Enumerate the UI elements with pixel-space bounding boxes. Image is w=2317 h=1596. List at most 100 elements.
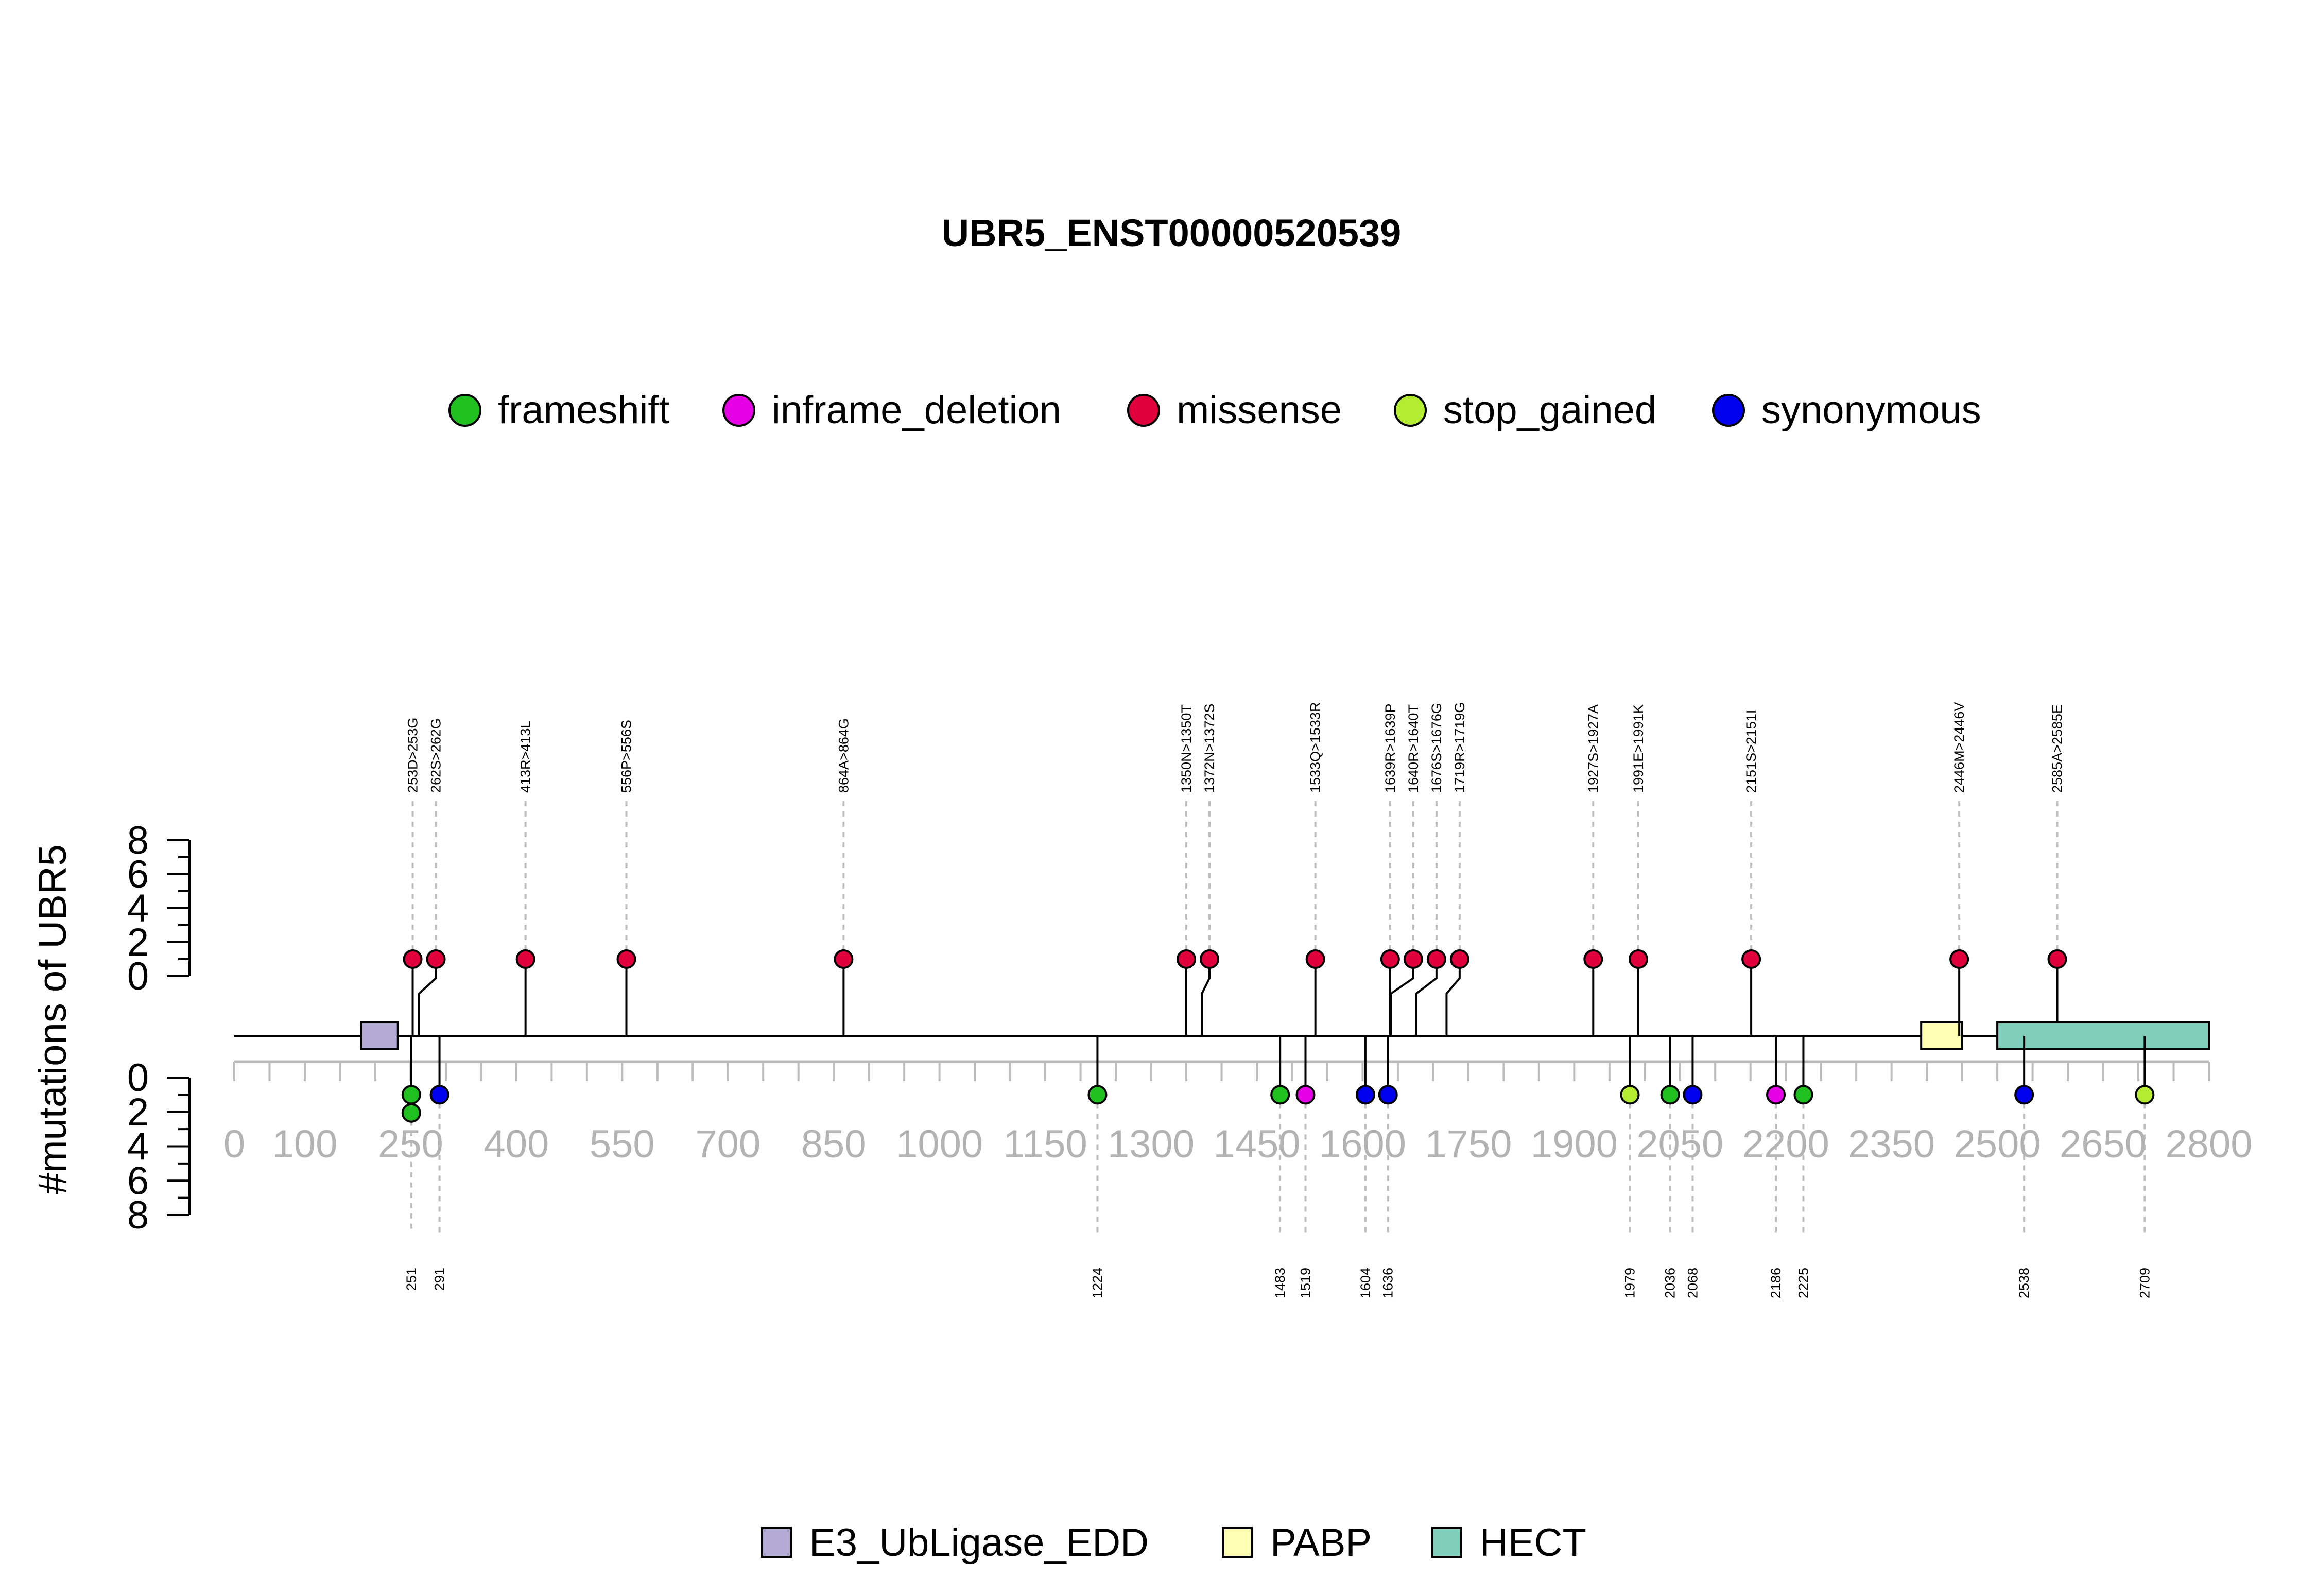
chart-title: UBR5_ENST00000520539 bbox=[942, 212, 1402, 254]
mutation-label: 1991E>1991K bbox=[1631, 704, 1646, 793]
mutation-position-label: 1519 bbox=[1298, 1268, 1313, 1298]
mutation-position-label: 2709 bbox=[2137, 1268, 2152, 1298]
legend-swatch-inframe-deletion bbox=[722, 394, 755, 427]
mutation-position-label: 2538 bbox=[2016, 1268, 2032, 1298]
x-tick-label: 2200 bbox=[1742, 1122, 1829, 1166]
lollipop-stem bbox=[1390, 959, 1414, 1036]
mutation-point bbox=[401, 1085, 421, 1105]
lower-y-tick-label: 4 bbox=[127, 1125, 149, 1169]
mutation-position-label: 1604 bbox=[1358, 1268, 1373, 1298]
legend-label-frameshift: frameshift bbox=[498, 388, 670, 432]
mutation-point bbox=[1426, 949, 1446, 969]
x-tick-label: 2500 bbox=[1954, 1122, 2041, 1166]
mutation-position-label: 2186 bbox=[1768, 1268, 1784, 1298]
lollipop-stems bbox=[410, 959, 2146, 1095]
protein-domains bbox=[360, 1021, 2210, 1050]
legend-swatch-missense bbox=[1127, 394, 1160, 427]
mutation-point bbox=[429, 1085, 449, 1105]
mutation-position-label: 251 bbox=[404, 1268, 419, 1291]
legend-swatch-stop-gained bbox=[1394, 394, 1427, 427]
x-tick-label: 0 bbox=[223, 1122, 245, 1166]
mutation-position-label: 1979 bbox=[1622, 1268, 1638, 1298]
mutation-point bbox=[1583, 949, 1603, 969]
mutation-label: 2446M>2446V bbox=[1951, 702, 1967, 793]
x-axis: 0 100 250 400 550 700 850 1000 1150 1300 1450 1600 1… bbox=[223, 1060, 2253, 1166]
mutation-point bbox=[1378, 1085, 1398, 1105]
legend-swatch-synonymous bbox=[1712, 394, 1745, 427]
mutation-point bbox=[1380, 949, 1400, 969]
mutation-point bbox=[1305, 949, 1325, 969]
upper-y-tick-label: 2 bbox=[127, 921, 149, 964]
legend-swatch-frameshift bbox=[448, 394, 481, 427]
x-tick-label: 400 bbox=[483, 1122, 549, 1166]
domain-legend-label-pabp: PABP bbox=[1270, 1521, 1372, 1565]
lollipop-stem bbox=[418, 959, 437, 1036]
mutation-point bbox=[1449, 949, 1469, 969]
mutation-label: 413R>413L bbox=[518, 721, 533, 793]
lower-y-tick-label: 0 bbox=[127, 1056, 149, 1100]
mutation-position-label: 291 bbox=[432, 1268, 447, 1291]
mutation-label: 1533Q>1533R bbox=[1308, 702, 1323, 793]
mutation-position-label: 1483 bbox=[1272, 1268, 1288, 1298]
lollipop-stem bbox=[1445, 959, 1461, 1036]
x-tick-label: 1300 bbox=[1108, 1122, 1195, 1166]
lower-y-tick-label: 2 bbox=[127, 1090, 149, 1134]
mutation-label: 1927S>1927A bbox=[1585, 704, 1601, 793]
x-tick-label: 1150 bbox=[1003, 1122, 1087, 1166]
x-tick-label: 1900 bbox=[1531, 1122, 1618, 1166]
upper-y-tick-label: 6 bbox=[127, 853, 149, 896]
mutation-point bbox=[2047, 949, 2067, 969]
mutation-point bbox=[515, 949, 535, 969]
upper-y-tick-label: 8 bbox=[127, 819, 149, 862]
upper-y-tick-label: 4 bbox=[127, 887, 149, 930]
mutation-point bbox=[1766, 1085, 1786, 1105]
x-tick-label: 2350 bbox=[1848, 1122, 1935, 1166]
mutation-label: 253D>253G bbox=[405, 718, 421, 793]
legend-label-inframe-deletion: inframe_deletion bbox=[772, 388, 1061, 432]
lower-y-tick-label: 6 bbox=[127, 1159, 149, 1203]
mutation-label: 1372N>1372S bbox=[1202, 704, 1217, 793]
mutation-point bbox=[2135, 1085, 2155, 1105]
x-tick-label: 2050 bbox=[1636, 1122, 1723, 1166]
mutation-label: 864A>864G bbox=[836, 718, 851, 793]
mutation-position-label: 2036 bbox=[1663, 1268, 1678, 1298]
mutation-position-label: 1636 bbox=[1380, 1268, 1396, 1298]
y-axis-label: #mutations of UBR5 bbox=[31, 844, 75, 1194]
lollipop-stem bbox=[1201, 959, 1211, 1036]
domain-legend: E3_UbLigase_EDD PABP HECT bbox=[761, 1521, 1586, 1565]
mutation-point bbox=[1660, 1085, 1680, 1105]
mutation-position-label: 1224 bbox=[1090, 1268, 1105, 1298]
mutation-points bbox=[401, 949, 2155, 1123]
mutation-labels: 253D>253G 262S>262G 413R>413L 556P>556S 864A… bbox=[404, 702, 2153, 1298]
mutation-point bbox=[616, 949, 636, 969]
mutation-point bbox=[1620, 1085, 1640, 1105]
mutation-point bbox=[2014, 1085, 2034, 1105]
mutation-point bbox=[1200, 949, 1220, 969]
mutation-label: 1676S>1676G bbox=[1429, 703, 1444, 793]
mutation-point bbox=[1177, 949, 1197, 969]
domain-pabp bbox=[1920, 1021, 1963, 1050]
mutation-point bbox=[426, 949, 446, 969]
domain-legend-swatch-hect bbox=[1431, 1527, 1462, 1558]
mutation-point bbox=[403, 949, 423, 969]
domain-e3-ubligase-edd bbox=[360, 1021, 399, 1050]
x-tick-label: 2800 bbox=[2165, 1122, 2252, 1166]
mutation-label: 1719R>1719G bbox=[1452, 702, 1467, 793]
lower-y-tick-label: 8 bbox=[127, 1193, 149, 1237]
mutation-point bbox=[1683, 1085, 1703, 1105]
mutation-type-legend: frameshift inframe_deletion missense stop_g… bbox=[448, 388, 1981, 432]
mutation-point bbox=[1295, 1085, 1316, 1105]
legend-label-synonymous: synonymous bbox=[1761, 388, 1981, 432]
mutation-label: 262S>262G bbox=[428, 718, 444, 793]
mutation-point bbox=[1949, 949, 1969, 969]
x-tick-label: 550 bbox=[590, 1122, 655, 1166]
mutation-position-label: 2068 bbox=[1685, 1268, 1700, 1298]
mutation-label: 2151S>2151I bbox=[1743, 710, 1759, 793]
mutation-point bbox=[1793, 1085, 1813, 1105]
mutation-point bbox=[401, 1103, 421, 1123]
mutation-point bbox=[1741, 949, 1761, 969]
lollipop-stem bbox=[1415, 959, 1438, 1036]
